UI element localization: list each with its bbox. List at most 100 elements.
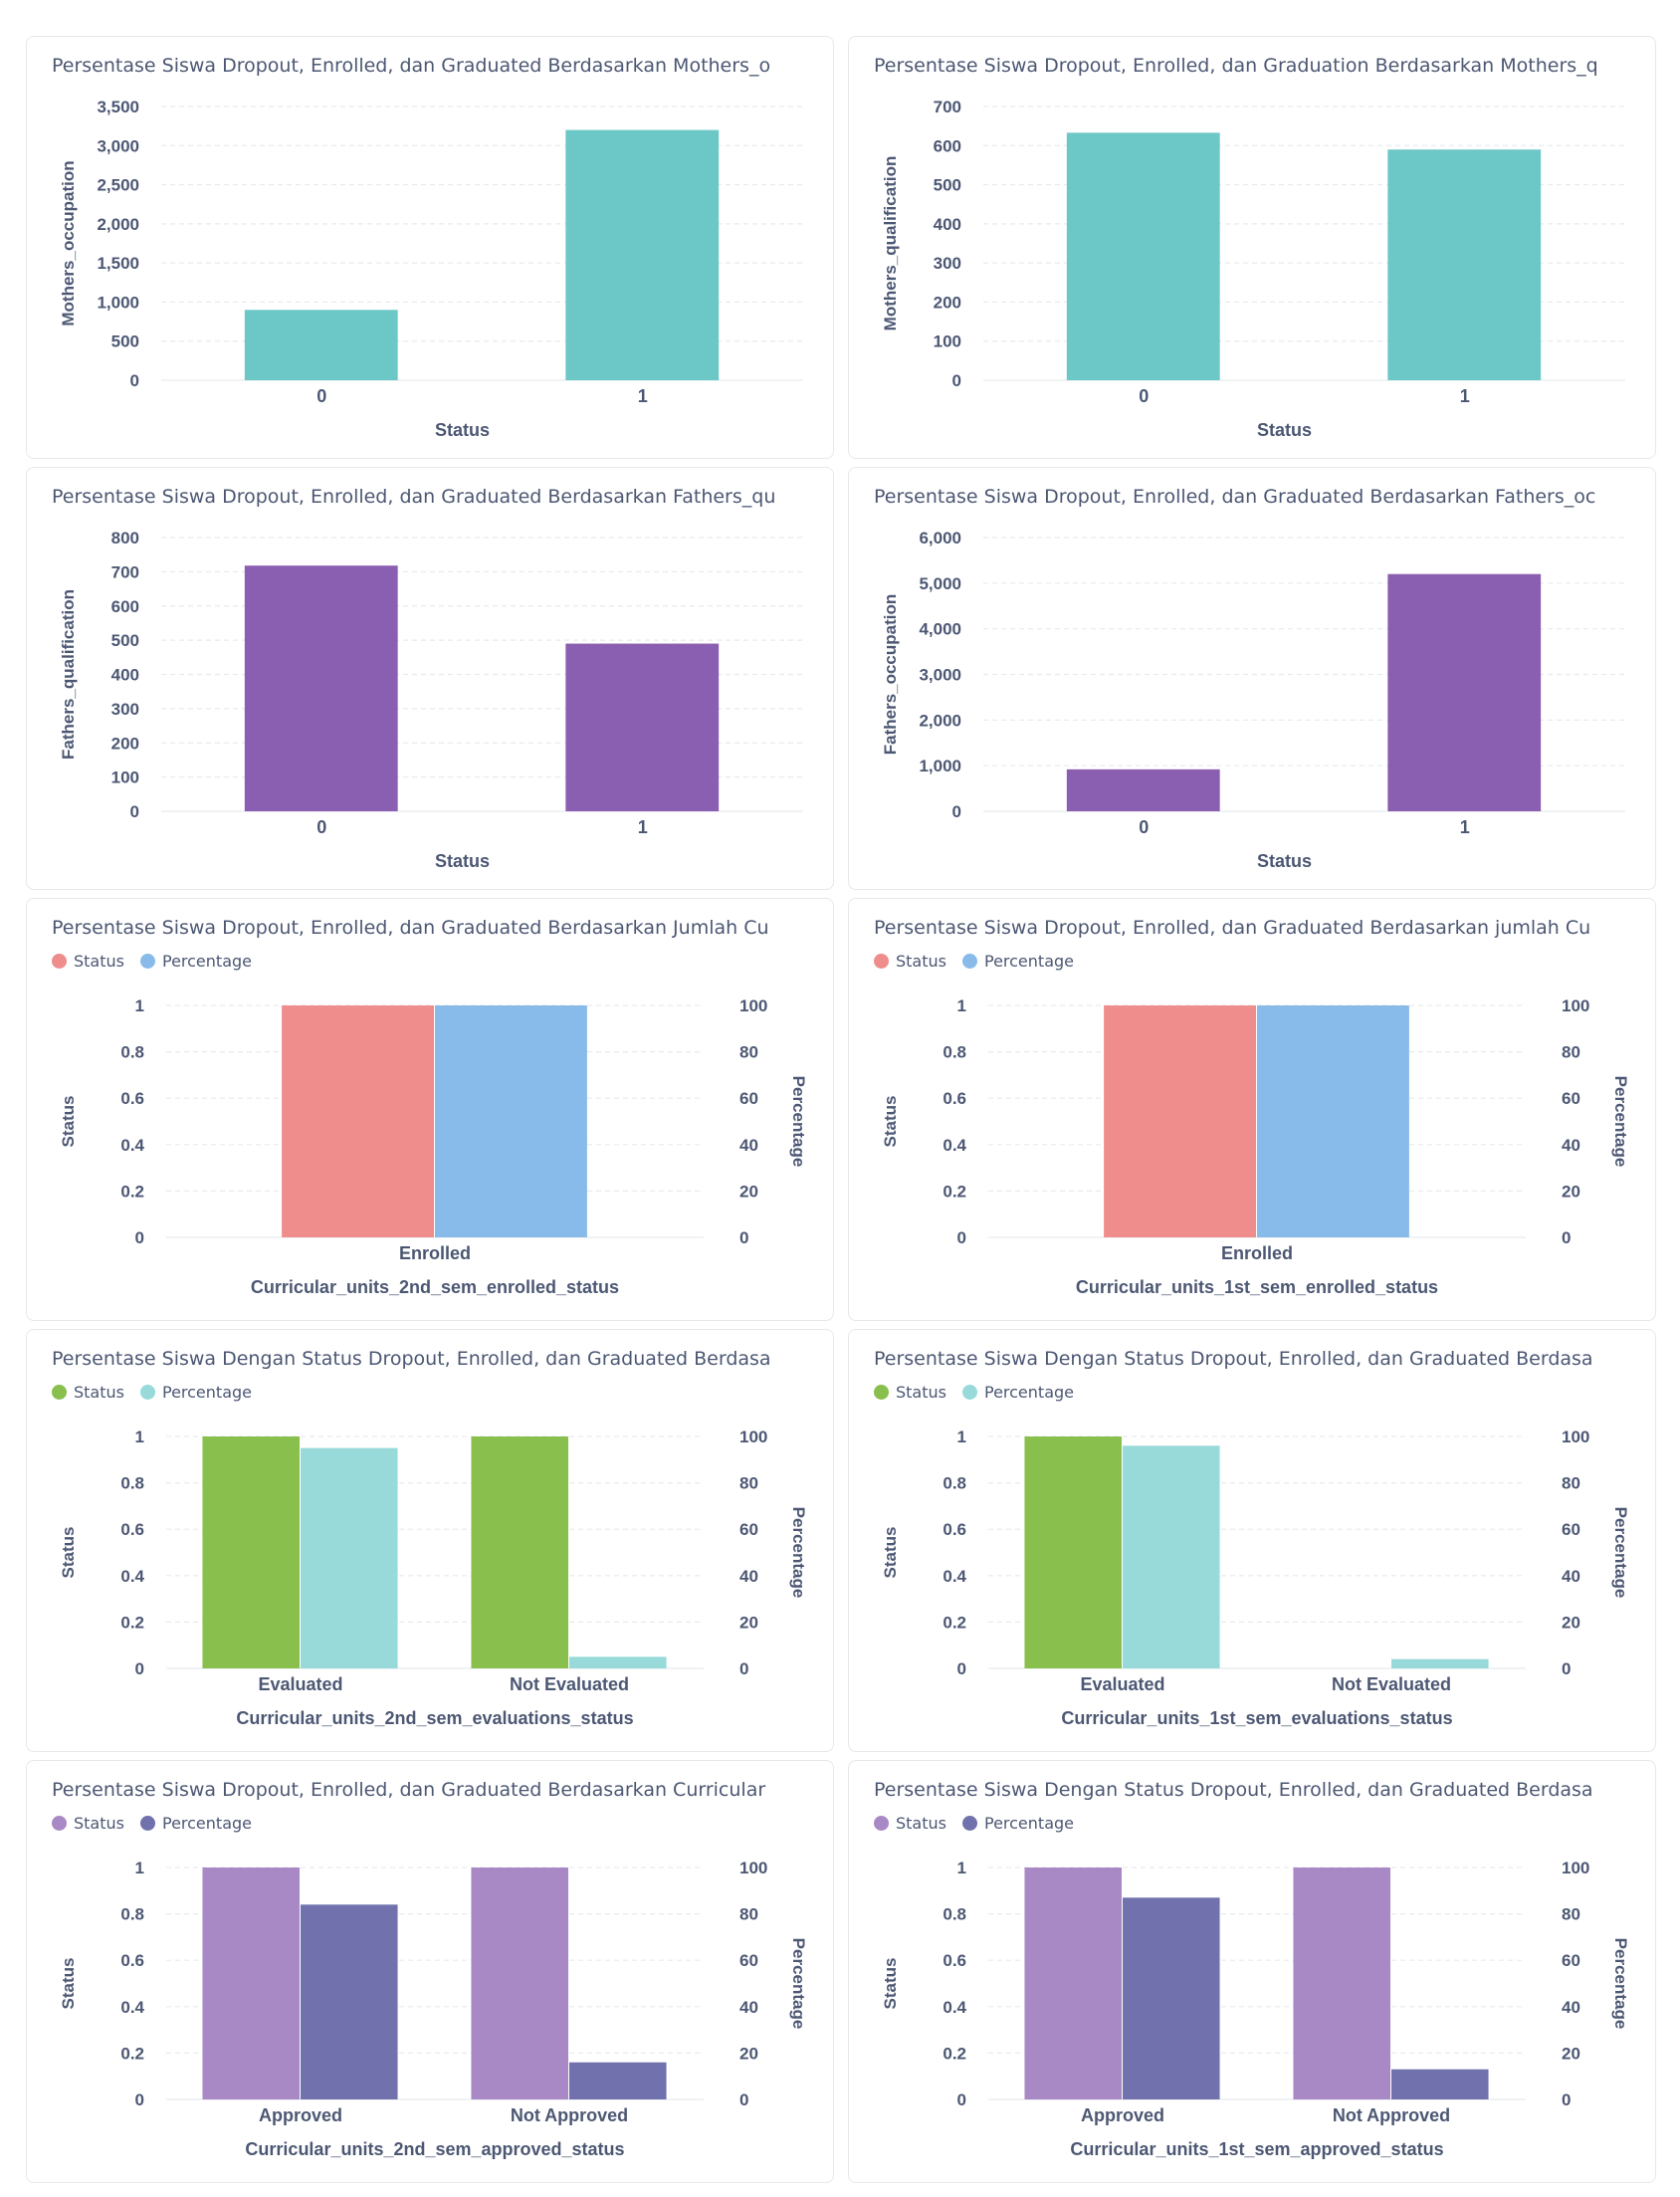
chart-title[interactable]: Persentase Siswa Dropout, Enrolled, dan … — [52, 1779, 766, 1801]
bar[interactable] — [202, 1867, 300, 2099]
y-tick-label: 300 — [111, 700, 139, 719]
chart-title[interactable]: Persentase Siswa Dengan Status Dropout, … — [52, 1348, 771, 1370]
y2-tick-label: 80 — [739, 1043, 758, 1062]
y-axis-title: Status — [59, 1527, 78, 1579]
y-tick-label: 1,000 — [97, 293, 139, 312]
y-tick-label: 100 — [111, 769, 139, 787]
y-tick-label: 0.2 — [120, 1613, 144, 1632]
y2-axis-title: Percentage — [1611, 1507, 1630, 1599]
y-axis-title: Status — [881, 1096, 900, 1148]
bar[interactable] — [1024, 1867, 1122, 2099]
legend-label: Percentage — [161, 952, 252, 971]
y-tick-label: 500 — [111, 631, 139, 650]
chart-title[interactable]: Persentase Siswa Dropout, Enrolled, dan … — [52, 917, 769, 939]
bar[interactable] — [202, 1436, 300, 1668]
legend-item[interactable]: Percentage — [139, 1814, 252, 1833]
y-tick-label: 0.6 — [943, 1520, 966, 1539]
bar[interactable] — [1066, 132, 1220, 380]
legend-item[interactable]: Percentage — [139, 1383, 252, 1402]
y2-tick-label: 100 — [1562, 1859, 1589, 1877]
y2-tick-label: 100 — [739, 1428, 767, 1446]
bar[interactable] — [1123, 1897, 1220, 2099]
bar[interactable] — [1123, 1445, 1220, 1668]
y-tick-label: 0.6 — [943, 1089, 966, 1108]
y-tick-label: 6,000 — [919, 529, 961, 548]
bar[interactable] — [1293, 1867, 1390, 2099]
y-tick-label: 0 — [135, 1659, 144, 1678]
bar[interactable] — [282, 1005, 434, 1237]
bar[interactable] — [1387, 149, 1542, 380]
y-axis-title: Mothers_occupation — [59, 160, 78, 326]
y2-tick-label: 60 — [739, 1951, 758, 1970]
chart-card: Persentase Siswa Dropout, Enrolled, dan … — [848, 36, 1656, 459]
chart-title[interactable]: Persentase Siswa Dengan Status Dropout, … — [874, 1348, 1593, 1370]
bar[interactable] — [1104, 1005, 1256, 1237]
legend-item[interactable]: Status — [874, 1814, 946, 1833]
chart-title[interactable]: Persentase Siswa Dengan Status Dropout, … — [874, 1779, 1593, 1801]
y2-tick-label: 20 — [739, 2044, 758, 2063]
legend-item[interactable]: Percentage — [961, 952, 1074, 971]
bar[interactable] — [1391, 1658, 1489, 1668]
x-axis-title: Status — [435, 851, 490, 871]
y-tick-label: 800 — [111, 529, 139, 548]
x-tick-label: 0 — [1139, 386, 1149, 406]
bar[interactable] — [1257, 1005, 1409, 1237]
chart-title[interactable]: Persentase Siswa Dropout, Enrolled, dan … — [52, 486, 776, 508]
y2-tick-label: 100 — [739, 996, 767, 1015]
bar[interactable] — [244, 310, 398, 380]
chart-title[interactable]: Persentase Siswa Dropout, Enrolled, dan … — [874, 486, 1596, 508]
legend-item[interactable]: Status — [52, 952, 124, 971]
x-axis-title: Status — [1257, 851, 1312, 871]
legend-label: Percentage — [983, 1383, 1074, 1402]
bar[interactable] — [569, 2062, 667, 2099]
y2-tick-label: 0 — [1562, 2090, 1571, 2109]
y-tick-label: 0.4 — [120, 1998, 144, 2017]
chart-svg: 0 0.2 0.4 0.6 0.8 1 0 20 40 60 80 100 Enrolled Curric… — [881, 996, 1630, 1297]
legend-swatch — [139, 954, 155, 969]
y2-tick-label: 0 — [739, 2090, 748, 2109]
x-tick-label: 0 — [1139, 817, 1149, 837]
bar[interactable] — [435, 1005, 587, 1237]
chart-legend: Status Percentage — [52, 1383, 252, 1402]
y-axis-title: Fathers_qualification — [59, 589, 78, 760]
y-tick-label: 0 — [952, 371, 961, 390]
chart-title[interactable]: Persentase Siswa Dropout, Enrolled, dan … — [52, 55, 771, 77]
y-tick-label: 2,500 — [97, 176, 139, 195]
x-tick-label: Approved — [259, 2105, 342, 2125]
chart-title[interactable]: Persentase Siswa Dropout, Enrolled, dan … — [874, 55, 1598, 77]
y-tick-label: 1,000 — [919, 757, 961, 775]
legend-item[interactable]: Percentage — [961, 1383, 1074, 1402]
y-tick-label: 5,000 — [919, 574, 961, 593]
chart-card: Persentase Siswa Dengan Status Dropout, … — [848, 1760, 1656, 2183]
legend-label: Status — [896, 1383, 946, 1402]
x-tick-label: 0 — [316, 386, 326, 406]
bar[interactable] — [565, 129, 720, 380]
y-tick-label: 0 — [957, 1659, 966, 1678]
legend-swatch — [139, 1385, 155, 1400]
chart-title[interactable]: Persentase Siswa Dropout, Enrolled, dan … — [874, 917, 1591, 939]
bar[interactable] — [1387, 573, 1542, 811]
bar[interactable] — [471, 1867, 568, 2099]
bar[interactable] — [471, 1436, 568, 1668]
legend-item[interactable]: Percentage — [961, 1814, 1074, 1833]
legend-item[interactable]: Percentage — [139, 952, 252, 971]
legend-item[interactable]: Status — [52, 1383, 124, 1402]
bar[interactable] — [1066, 769, 1220, 811]
bar[interactable] — [244, 565, 398, 811]
legend-label: Percentage — [983, 952, 1074, 971]
chart-svg: 0 0.2 0.4 0.6 0.8 1 0 20 40 60 80 100 Enrolled Curric… — [59, 996, 808, 1297]
bar[interactable] — [565, 643, 720, 811]
bar[interactable] — [301, 1447, 398, 1668]
y-axis-title: Mothers_qualification — [881, 156, 900, 331]
y2-tick-label: 100 — [1562, 1428, 1589, 1446]
bar[interactable] — [1391, 2069, 1489, 2099]
chart-svg: 0 100 200 300 400 500 600 700 0 1 Status Mothers_qu… — [881, 98, 1625, 440]
y-tick-label: 0 — [957, 1228, 966, 1247]
bar[interactable] — [569, 1656, 667, 1668]
y-tick-label: 700 — [111, 562, 139, 581]
bar[interactable] — [1024, 1436, 1122, 1668]
bar[interactable] — [301, 1904, 398, 2099]
legend-item[interactable]: Status — [874, 1383, 946, 1402]
legend-item[interactable]: Status — [874, 952, 946, 971]
legend-item[interactable]: Status — [52, 1814, 124, 1833]
